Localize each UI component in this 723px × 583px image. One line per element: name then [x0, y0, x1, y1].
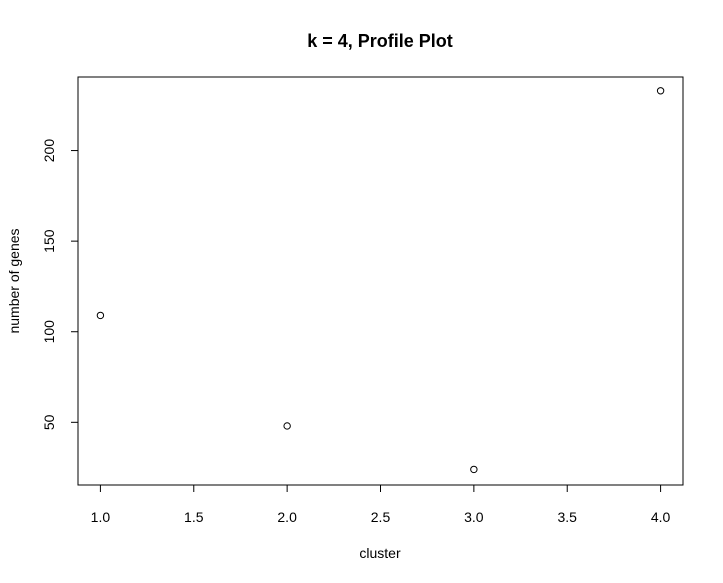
x-tick-label: 1.0 [91, 509, 111, 525]
y-tick-label: 150 [41, 229, 57, 253]
x-tick-label: 2.0 [277, 509, 297, 525]
data-point [283, 422, 291, 430]
y-tick-label: 50 [41, 414, 57, 430]
x-tick-label: 2.5 [371, 509, 391, 525]
y-tick-label: 100 [41, 320, 57, 344]
y-axis: 50 100 150 200 [41, 139, 79, 430]
y-axis-label: number of genes [6, 228, 22, 333]
plot-frame [77, 76, 684, 486]
x-tick-label: 1.5 [184, 509, 204, 525]
data-point [470, 465, 478, 474]
data-points [96, 87, 665, 474]
chart-title: k = 4, Profile Plot [307, 31, 453, 51]
data-point [96, 311, 105, 320]
x-tick-label: 3.5 [557, 509, 577, 525]
data-point [656, 87, 665, 95]
x-axis: 1.0 1.5 2.0 2.5 3.0 3.5 4.0 [91, 484, 671, 525]
x-tick-label: 4.0 [651, 509, 671, 525]
x-axis-label: cluster [359, 545, 401, 561]
x-tick-label: 3.0 [464, 509, 484, 525]
y-tick-label: 200 [41, 139, 57, 163]
